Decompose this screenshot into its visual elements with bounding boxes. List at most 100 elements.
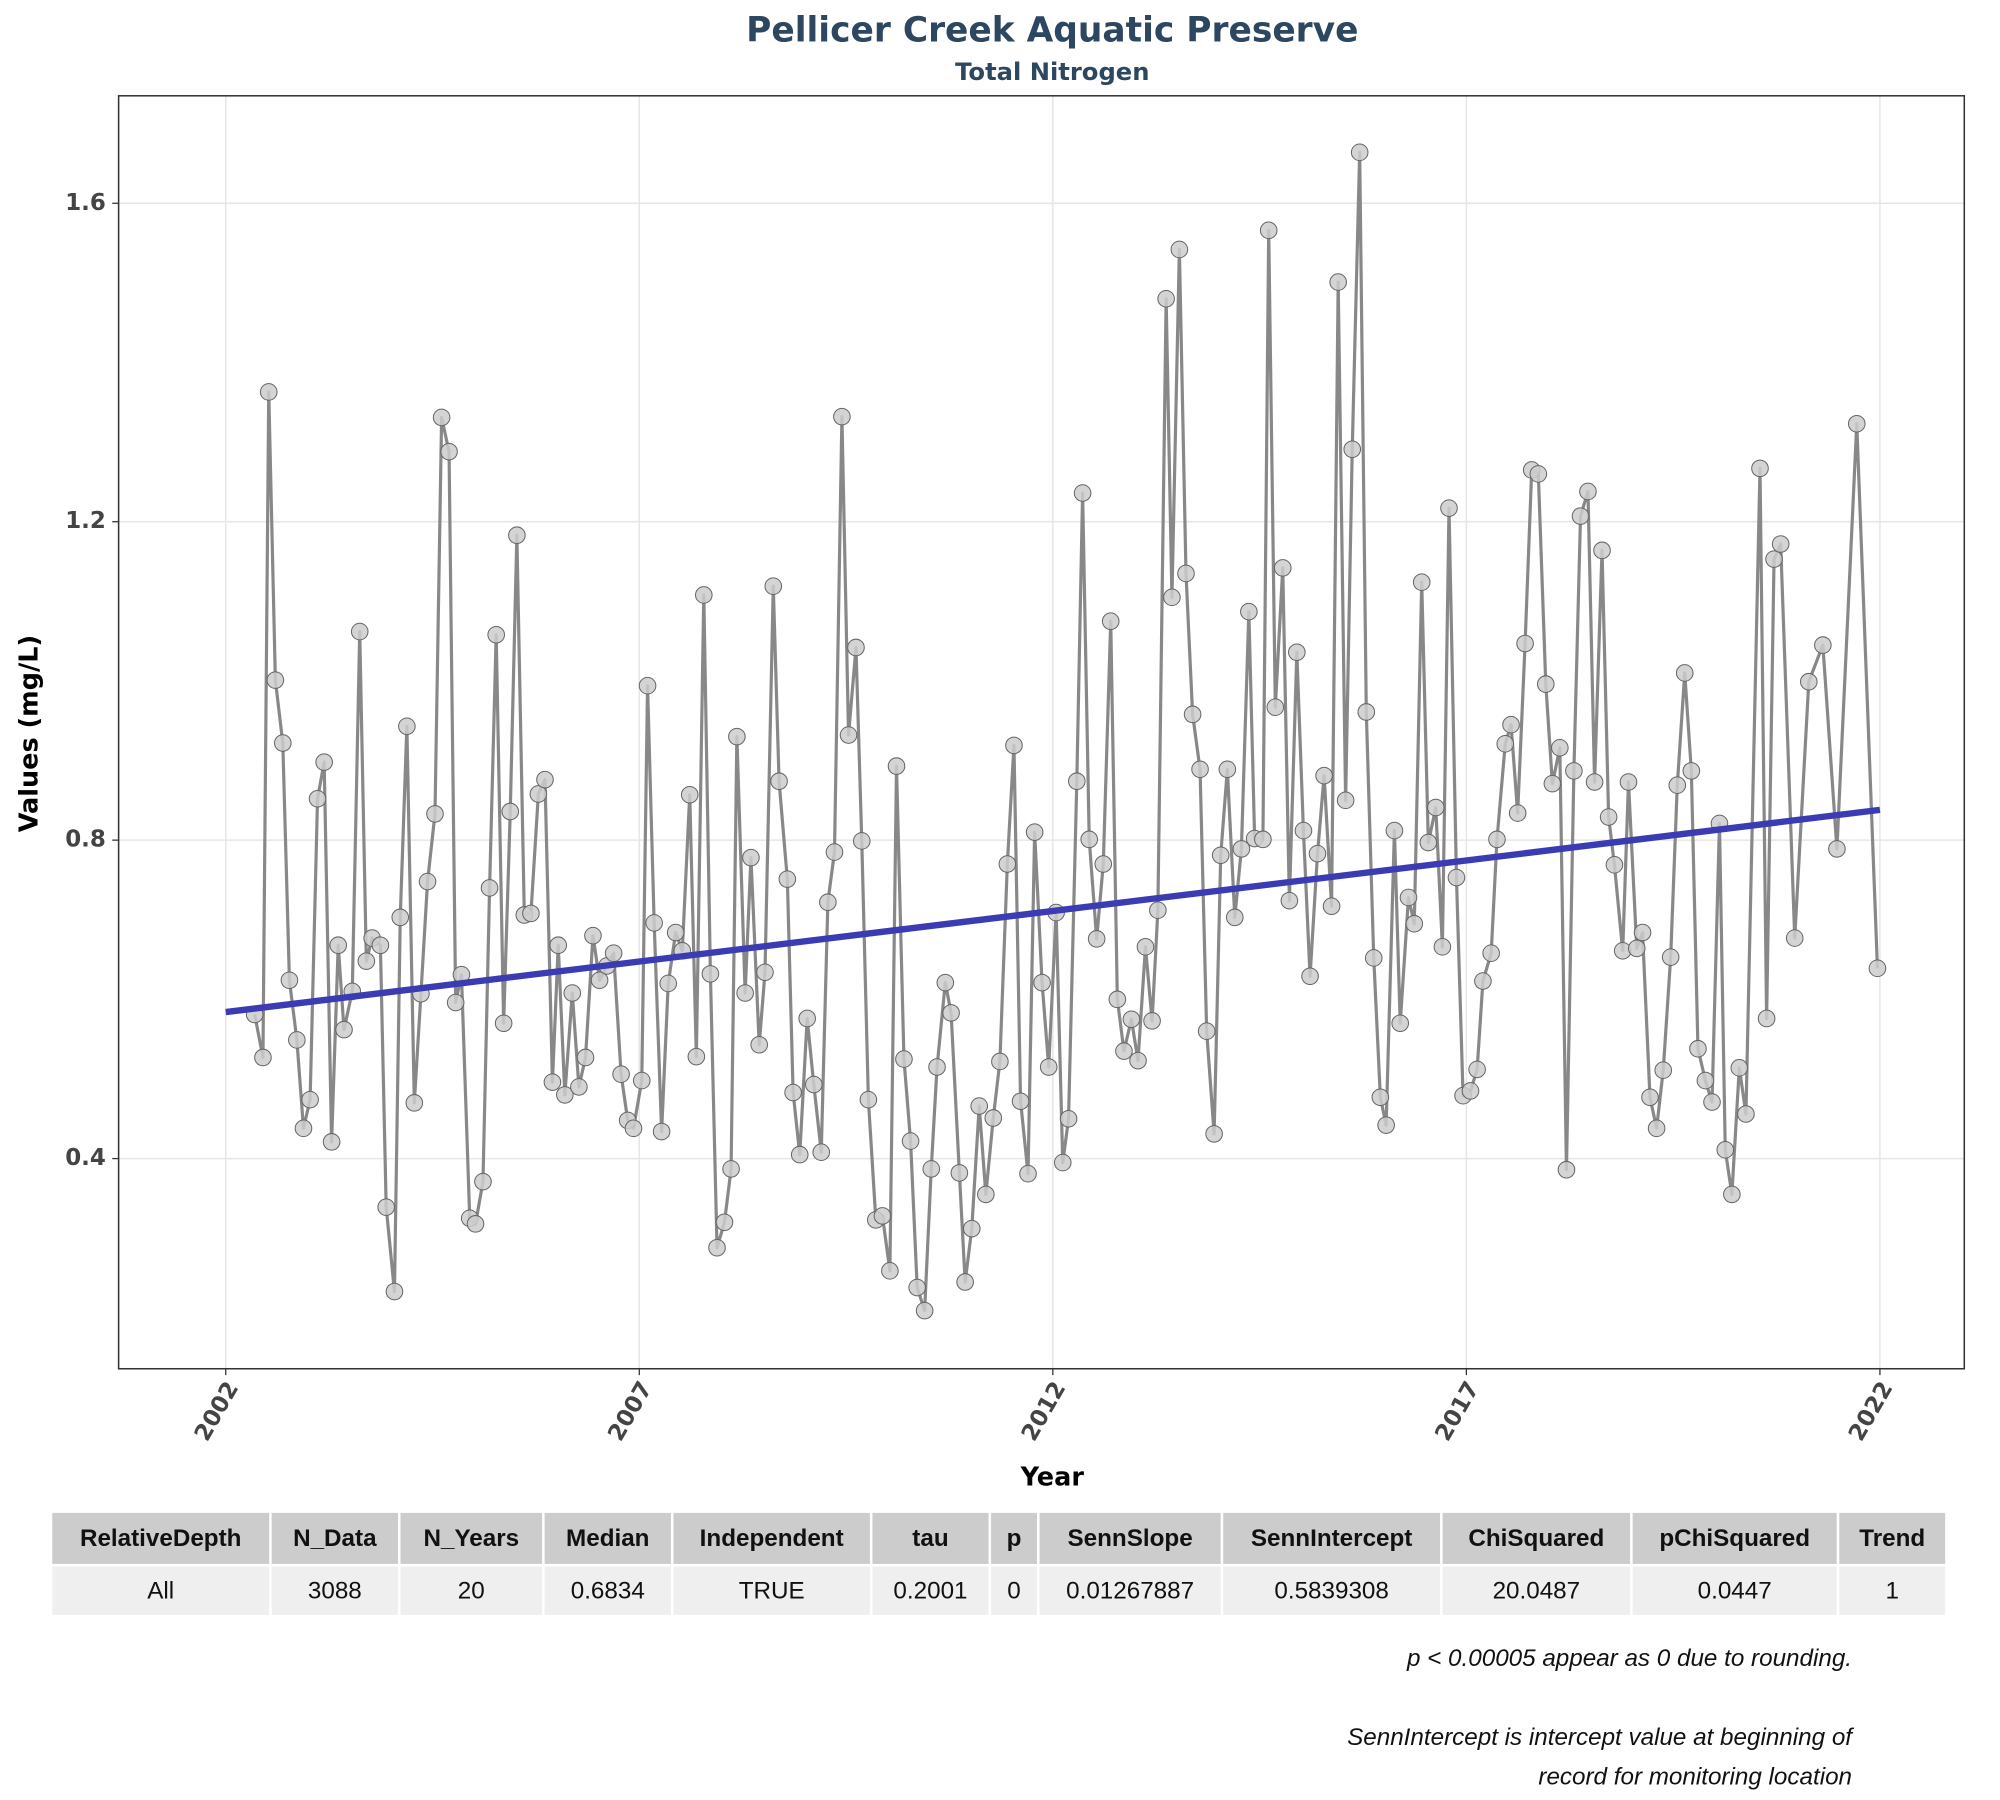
data-point xyxy=(1115,1042,1133,1060)
data-point xyxy=(1254,830,1272,849)
data-point xyxy=(335,1020,353,1039)
table-cell xyxy=(1039,1566,1221,1615)
data-point xyxy=(1627,939,1646,958)
table-cell-text: 3088 xyxy=(308,1577,362,1604)
data-point xyxy=(1163,588,1181,607)
data-point xyxy=(1579,482,1597,501)
data-point xyxy=(259,383,278,401)
data-point xyxy=(1703,1093,1721,1111)
x-tick-label: 2002 xyxy=(190,1377,244,1445)
data-point xyxy=(1447,868,1466,887)
table-header-cell xyxy=(1039,1512,1221,1564)
data-point xyxy=(652,1122,671,1141)
data-point xyxy=(556,1086,574,1104)
data-point xyxy=(1619,773,1638,791)
data-point xyxy=(1025,823,1044,841)
table-cell-text: 0.6834 xyxy=(571,1577,645,1604)
data-point xyxy=(1696,1071,1715,1090)
table-header-cell xyxy=(673,1512,870,1564)
data-point xyxy=(576,1048,595,1067)
data-point xyxy=(1689,1039,1707,1058)
data-point xyxy=(501,802,520,821)
data-point xyxy=(1191,760,1209,779)
data-point xyxy=(1101,612,1120,631)
data-point xyxy=(1508,804,1527,822)
data-point xyxy=(962,1219,981,1238)
data-point xyxy=(446,993,465,1012)
data-point xyxy=(1068,772,1086,791)
data-point xyxy=(280,971,299,990)
data-point xyxy=(1474,972,1492,990)
data-point xyxy=(1814,636,1832,654)
table-cell-text: 1 xyxy=(1885,1577,1898,1604)
x-axis-label: Year xyxy=(1020,1462,1085,1492)
table-header-cell xyxy=(544,1512,671,1564)
data-point xyxy=(1641,1088,1659,1107)
data-point xyxy=(1183,705,1202,724)
data-point xyxy=(736,984,754,1002)
table-header: SennIntercept xyxy=(1251,1525,1413,1552)
data-point xyxy=(350,622,369,641)
data-point xyxy=(756,963,774,982)
data-point xyxy=(1336,791,1355,810)
x-tick-label: 2012 xyxy=(1017,1377,1071,1445)
data-point xyxy=(480,879,499,897)
data-point xyxy=(1633,923,1652,942)
table-header: Median xyxy=(566,1525,649,1552)
data-point xyxy=(1785,929,1804,947)
table-header-cell xyxy=(1223,1512,1441,1564)
data-point xyxy=(466,1215,485,1233)
data-point xyxy=(1516,634,1534,653)
data-point xyxy=(1080,830,1099,849)
data-point xyxy=(612,1065,630,1083)
data-point xyxy=(1488,830,1506,849)
data-point xyxy=(1593,541,1611,560)
data-point xyxy=(1557,1160,1576,1179)
data-point xyxy=(1585,773,1604,791)
data-point xyxy=(1737,1105,1755,1123)
data-point xyxy=(357,952,376,970)
data-point xyxy=(1661,948,1680,966)
data-point xyxy=(1108,990,1127,1009)
data-point xyxy=(790,1145,809,1164)
data-point xyxy=(984,1109,1003,1127)
data-point xyxy=(708,1238,726,1257)
data-point xyxy=(645,914,663,932)
data-point xyxy=(1350,143,1369,162)
data-point xyxy=(1357,703,1376,721)
footnote: SennIntercept is intercept value at begi… xyxy=(1347,1724,1854,1751)
data-point xyxy=(819,893,837,912)
data-point xyxy=(385,1282,404,1301)
data-point xyxy=(1136,938,1155,956)
data-point xyxy=(1682,762,1701,780)
data-point xyxy=(1218,760,1237,779)
data-point xyxy=(1716,1141,1735,1159)
data-point xyxy=(1205,1125,1223,1143)
table-header-cell xyxy=(1839,1512,1946,1564)
data-point xyxy=(956,1273,974,1291)
table-header-cell xyxy=(271,1512,398,1564)
data-point xyxy=(1765,550,1783,568)
data-point xyxy=(590,971,609,990)
table-header: ChiSquared xyxy=(1468,1525,1604,1552)
x-tick-label: 2017 xyxy=(1430,1377,1484,1445)
data-point xyxy=(1536,675,1555,693)
data-point xyxy=(873,1207,892,1225)
data-point xyxy=(1197,1022,1216,1041)
data-point xyxy=(977,1185,995,1204)
y-tick-label: 1.6 xyxy=(65,190,106,216)
data-point xyxy=(1868,959,1887,978)
data-point xyxy=(1019,1164,1037,1183)
data-point xyxy=(1343,440,1362,459)
data-point xyxy=(1751,459,1769,478)
data-point xyxy=(998,855,1017,873)
data-point xyxy=(1294,821,1313,840)
data-point xyxy=(942,1004,960,1022)
data-point xyxy=(1468,1060,1486,1079)
table-cell xyxy=(872,1566,989,1615)
table-header: Trend xyxy=(1859,1525,1925,1552)
data-point xyxy=(1723,1185,1741,1204)
table-cell xyxy=(1442,1566,1631,1615)
data-point xyxy=(543,1073,562,1091)
data-point xyxy=(1039,1058,1058,1076)
